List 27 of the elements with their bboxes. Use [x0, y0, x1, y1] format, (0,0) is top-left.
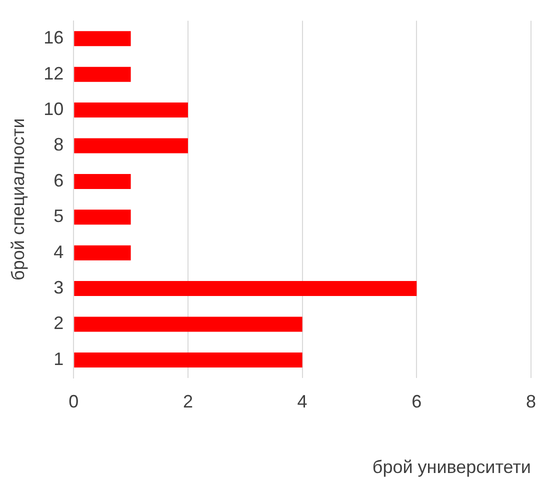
x-tick-label: 0	[68, 392, 79, 412]
bar	[74, 281, 417, 296]
y-tick-label: 12	[44, 63, 64, 84]
bar	[74, 316, 302, 332]
y-tick-label: 6	[54, 170, 64, 190]
bar	[74, 210, 131, 225]
y-tick-label: 10	[44, 99, 64, 120]
bar	[74, 245, 131, 260]
y-tick-label: 4	[54, 242, 64, 262]
x-tick-label: 8	[526, 392, 536, 412]
y-tick-label: 2	[54, 313, 64, 334]
y-tick-label: 8	[54, 134, 64, 155]
y-tick-label: 1	[54, 348, 64, 369]
y-tick-label: 16	[44, 28, 64, 48]
bar	[74, 352, 302, 368]
x-tick-label: 4	[297, 392, 308, 412]
bar	[74, 66, 131, 82]
x-axis-title: брой университети	[372, 457, 531, 478]
x-tick-label: 2	[182, 392, 193, 412]
bar	[74, 31, 131, 46]
bar	[74, 102, 188, 118]
y-tick-label: 3	[54, 278, 64, 298]
y-tick-label: 5	[54, 206, 64, 226]
y-axis-title: брой специалности	[8, 118, 28, 280]
bar	[74, 138, 188, 154]
x-tick-label: 6	[412, 392, 422, 412]
bar	[74, 174, 131, 189]
